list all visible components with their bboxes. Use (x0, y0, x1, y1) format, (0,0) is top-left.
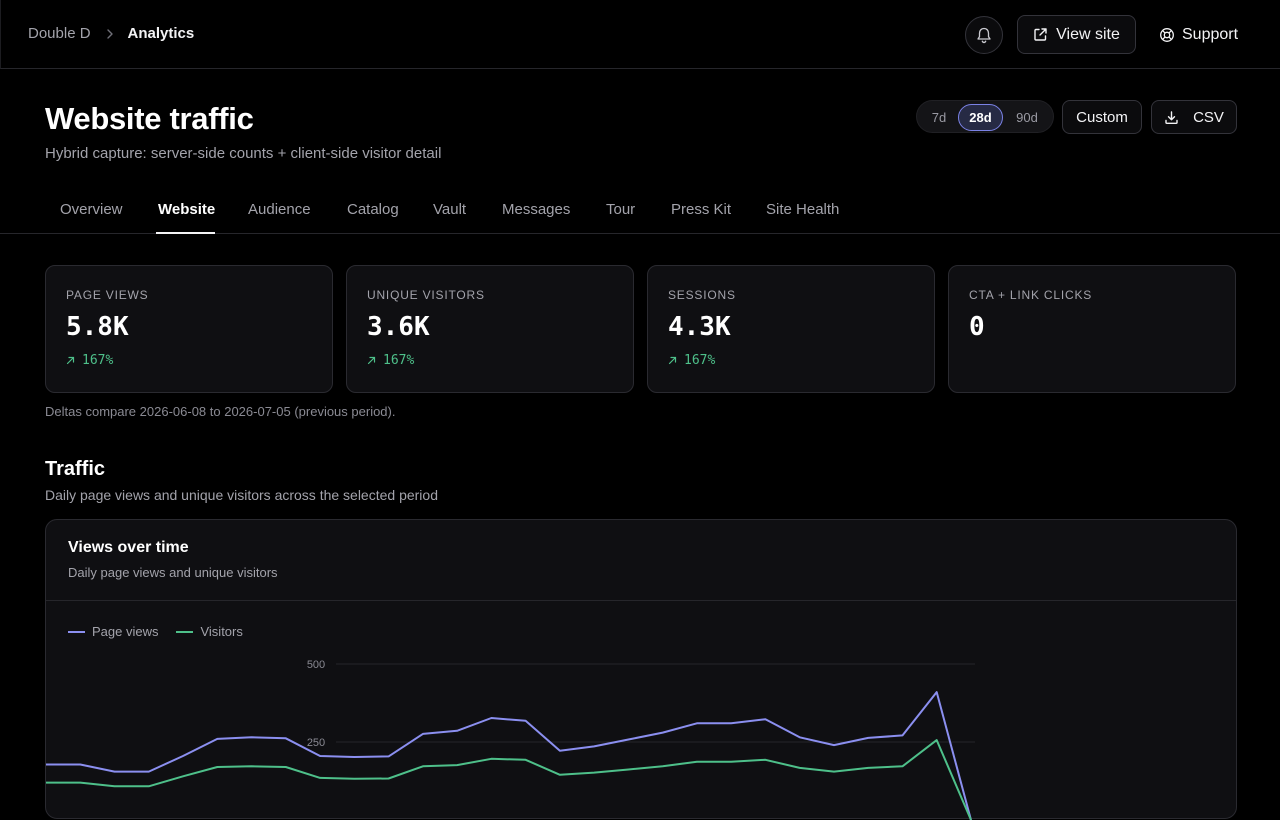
active-tab-indicator (156, 232, 215, 234)
stat-delta: 167% (668, 353, 715, 368)
stat-card-cta-link-clicks: CTA + LINK CLICKS 0 (948, 265, 1236, 393)
export-csv-button[interactable]: CSV (1151, 100, 1237, 134)
chart-card-title: Views over time (68, 539, 189, 556)
deltas-note: Deltas compare 2026-06-08 to 2026-07-05 … (45, 404, 396, 419)
tab-vault[interactable]: Vault (433, 201, 467, 218)
legend-item-page-views[interactable]: Page views (68, 624, 158, 639)
chart-card-subtitle: Daily page views and unique visitors (68, 565, 278, 580)
tab-site-health[interactable]: Site Health (766, 201, 840, 218)
chevron-right-icon (106, 28, 114, 40)
stat-card-unique-visitors: UNIQUE VISITORS 3.6K 167% (346, 265, 634, 393)
page-subtitle: Hybrid capture: server-side counts + cli… (45, 145, 442, 162)
stat-delta-value: 167% (684, 353, 716, 368)
series-line-page-views (46, 691, 972, 820)
stat-card-sessions: SESSIONS 4.3K 167% (647, 265, 935, 393)
legend-item-visitors[interactable]: Visitors (176, 624, 243, 639)
date-range-selector: 7d 28d 90d (916, 100, 1054, 133)
breadcrumb-current: Analytics (127, 25, 195, 42)
lifebuoy-icon (1159, 27, 1175, 43)
legend-swatch-page-views (68, 630, 85, 633)
stat-card-page-views: PAGE VIEWS 5.8K 167% (45, 265, 333, 393)
bell-icon (976, 27, 992, 44)
divider (46, 600, 1236, 601)
support-label: Support (1182, 25, 1239, 43)
tab-audience[interactable]: Audience (248, 201, 311, 218)
view-site-label: View site (1056, 25, 1120, 43)
support-button[interactable]: Support (1159, 15, 1249, 54)
top-bar: Double D Analytics View site Support (0, 0, 1280, 69)
range-option-7d[interactable]: 7d (931, 110, 947, 125)
stat-value: 5.8K (66, 312, 129, 342)
stat-label: UNIQUE VISITORS (367, 288, 485, 302)
view-site-button[interactable]: View site (1017, 15, 1136, 54)
stat-value: 3.6K (367, 312, 430, 342)
stat-delta-value: 167% (383, 353, 415, 368)
tab-website[interactable]: Website (158, 201, 216, 218)
traffic-section-title: Traffic (45, 458, 106, 480)
y-tick-label-500: 500 (307, 659, 325, 671)
breadcrumb: Double D Analytics (28, 25, 194, 42)
external-link-icon (1033, 27, 1048, 42)
custom-range-button[interactable]: Custom (1062, 100, 1142, 134)
views-over-time-chart: 250 500 (46, 659, 975, 820)
range-option-90d[interactable]: 90d (1016, 110, 1038, 125)
breadcrumb-parent[interactable]: Double D (28, 25, 91, 42)
tab-catalog[interactable]: Catalog (347, 201, 399, 218)
tab-bar: Overview Website Audience Catalog Vault … (0, 190, 1280, 234)
tab-messages[interactable]: Messages (502, 201, 571, 218)
stat-delta: 167% (66, 353, 113, 368)
tab-tour[interactable]: Tour (606, 201, 636, 218)
views-over-time-card: Views over time Daily page views and uni… (45, 519, 1237, 820)
stat-label: PAGE VIEWS (66, 288, 149, 302)
csv-label: CSV (1193, 108, 1224, 126)
tab-press-kit[interactable]: Press Kit (671, 201, 732, 218)
traffic-section-subtitle: Daily page views and unique visitors acr… (45, 487, 438, 503)
chart-legend: Page views Visitors (68, 624, 243, 639)
notifications-button[interactable] (965, 16, 1003, 54)
stat-value: 4.3K (668, 312, 731, 342)
page-title: Website traffic (45, 101, 254, 136)
arrow-up-right-icon (668, 356, 677, 365)
arrow-up-right-icon (66, 356, 75, 365)
legend-label-page-views: Page views (92, 624, 159, 639)
stat-label: CTA + LINK CLICKS (969, 288, 1093, 302)
stat-delta-value: 167% (82, 353, 114, 368)
legend-swatch-visitors (176, 630, 194, 633)
arrow-up-right-icon (367, 356, 376, 365)
stat-value: 0 (969, 312, 985, 342)
range-option-28d[interactable]: 28d (958, 104, 1003, 131)
y-tick-label-250: 250 (307, 737, 325, 749)
download-icon (1164, 110, 1179, 125)
stat-label: SESSIONS (668, 288, 736, 302)
series-line-visitors (46, 739, 972, 820)
tab-overview[interactable]: Overview (60, 201, 123, 218)
stat-delta: 167% (367, 353, 414, 368)
legend-label-visitors: Visitors (200, 624, 243, 639)
